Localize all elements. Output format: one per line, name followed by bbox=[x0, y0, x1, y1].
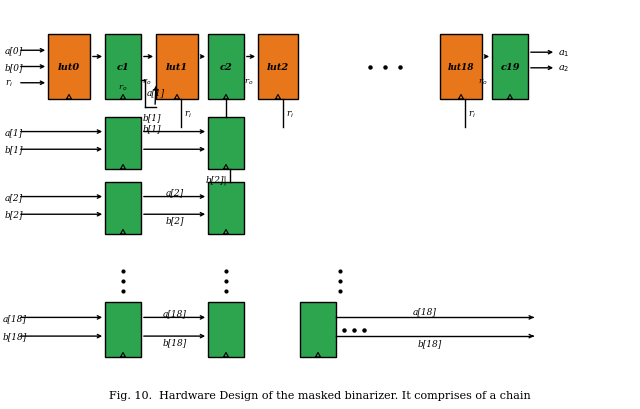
Bar bbox=[208, 118, 244, 170]
Text: r$_i$: r$_i$ bbox=[184, 110, 193, 120]
Bar bbox=[105, 182, 141, 234]
Text: a[1]: a[1] bbox=[5, 128, 23, 137]
Text: b[1]: b[1] bbox=[143, 124, 161, 133]
Text: lut2: lut2 bbox=[267, 63, 289, 72]
Bar bbox=[258, 35, 298, 100]
Text: c19: c19 bbox=[500, 63, 520, 72]
Text: a[18]: a[18] bbox=[413, 306, 437, 315]
Text: r$_o$: r$_o$ bbox=[118, 83, 128, 92]
Text: b[18]: b[18] bbox=[3, 332, 28, 341]
Text: lut1: lut1 bbox=[166, 63, 188, 72]
Bar bbox=[105, 302, 141, 357]
Text: r$_o$: r$_o$ bbox=[244, 77, 253, 87]
Bar bbox=[208, 35, 244, 100]
Bar bbox=[208, 302, 244, 357]
Text: a[2]: a[2] bbox=[165, 188, 184, 197]
Text: a[18]: a[18] bbox=[163, 308, 186, 317]
Bar bbox=[48, 35, 90, 100]
Bar bbox=[105, 118, 141, 170]
Text: a[2]: a[2] bbox=[5, 193, 23, 202]
Text: r$_i$: r$_i$ bbox=[468, 110, 476, 120]
Text: a[0]: a[0] bbox=[5, 47, 23, 56]
Text: r$_o$: r$_o$ bbox=[141, 77, 151, 87]
Text: Fig. 10.  Hardware Design of the masked binarizer. It comprises of a chain: Fig. 10. Hardware Design of the masked b… bbox=[109, 390, 531, 400]
Text: a$_2$: a$_2$ bbox=[558, 63, 570, 74]
Text: r$_i$: r$_i$ bbox=[286, 110, 294, 120]
Text: b[1]: b[1] bbox=[143, 113, 161, 122]
Text: a[18]: a[18] bbox=[3, 313, 27, 322]
Text: r$_o$: r$_o$ bbox=[477, 77, 487, 87]
Text: b[2]: b[2] bbox=[165, 216, 184, 225]
Text: r$_i$: r$_i$ bbox=[5, 78, 13, 89]
Bar bbox=[105, 35, 141, 100]
Text: b[1]: b[1] bbox=[5, 145, 24, 154]
Text: lut18: lut18 bbox=[448, 63, 474, 72]
Bar bbox=[156, 35, 198, 100]
Text: b[18]: b[18] bbox=[163, 338, 187, 347]
Text: b[18]: b[18] bbox=[418, 339, 442, 348]
Text: a$_1$: a$_1$ bbox=[558, 48, 570, 58]
Text: b[0]: b[0] bbox=[5, 63, 24, 72]
Bar bbox=[208, 182, 244, 234]
Text: a[1]: a[1] bbox=[147, 88, 165, 97]
Text: c2: c2 bbox=[220, 63, 232, 72]
Text: lut0: lut0 bbox=[58, 63, 80, 72]
Bar bbox=[300, 302, 336, 357]
Text: b[2]|: b[2]| bbox=[206, 175, 227, 184]
Text: c1: c1 bbox=[116, 63, 129, 72]
Bar bbox=[440, 35, 482, 100]
Text: b[2]: b[2] bbox=[5, 210, 24, 219]
Bar bbox=[492, 35, 528, 100]
